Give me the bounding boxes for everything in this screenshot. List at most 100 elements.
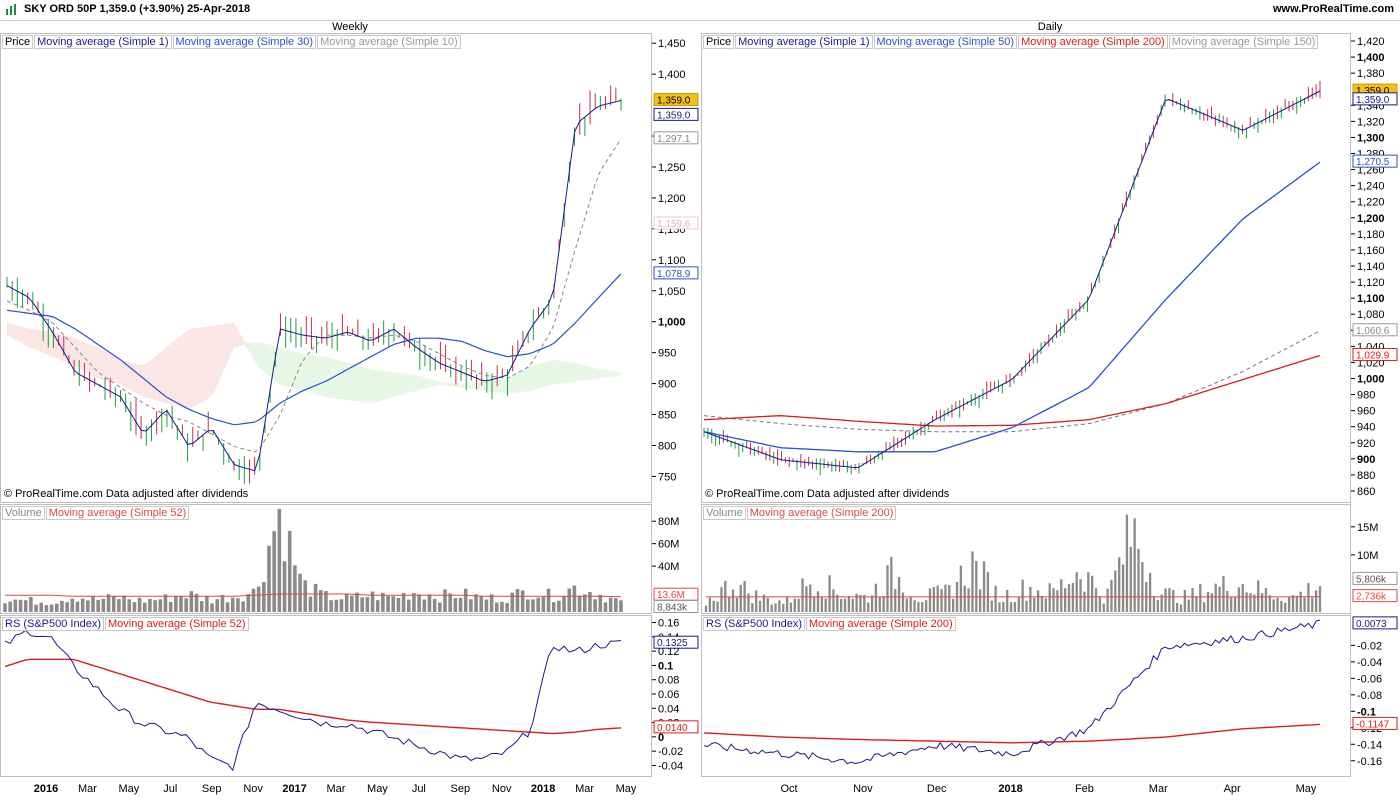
daily-volume-bar (1187, 599, 1190, 612)
legend-rs-ma: Moving average (Simple 52) (105, 617, 249, 631)
cloud-segment (590, 366, 596, 380)
weekly-price-panel[interactable]: Price Moving average (Simple 1) Moving a… (0, 33, 652, 503)
weekly-volume-bar (86, 600, 90, 612)
weekly-volume-bar (246, 594, 251, 612)
cloud-segment (476, 381, 482, 391)
cloud-segment (141, 363, 147, 398)
cloud-segment (74, 337, 80, 369)
cloud-segment (68, 336, 75, 366)
weekly-volume-legend: Volume Moving average (Simple 52) (2, 506, 190, 520)
daily-volume-bar (824, 598, 827, 612)
weekly-x-label: Jul (411, 783, 426, 795)
daily-price-panel[interactable]: Price Moving average (Simple 1) Moving a… (701, 33, 1351, 503)
cloud-segment (53, 332, 59, 360)
weekly-volume-bar (65, 602, 69, 612)
weekly-volume-panel[interactable]: Volume Moving average (Simple 52) (0, 504, 652, 614)
daily-volume-bar (840, 598, 843, 612)
weekly-volume-bar (453, 598, 458, 612)
cloud-segment (440, 381, 446, 386)
daily-volume-bar (816, 591, 820, 612)
y-tick-label: 1,420 (1357, 36, 1385, 48)
cloud-segment (543, 360, 549, 388)
daily-volume-bar (847, 596, 851, 612)
daily-volume-bar (924, 600, 928, 612)
weekly-volume-bar (111, 596, 116, 612)
weekly-x-label: Jul (163, 783, 178, 795)
daily-rs-line (703, 619, 1321, 765)
weekly-volume-bar (531, 599, 535, 612)
weekly-x-label: Nov (491, 783, 512, 795)
daily-volume-bar (1013, 602, 1017, 612)
weekly-volume-bar (324, 591, 328, 612)
weekly-ma30-line (6, 273, 622, 426)
daily-volume-bar (1264, 588, 1268, 612)
daily-volume-bar (894, 589, 897, 612)
daily-volume-bar (971, 551, 974, 612)
y-tick-label: 860 (1357, 486, 1375, 498)
weekly-volume-bar (287, 530, 292, 612)
y-tick-label: 1,180 (1357, 229, 1385, 241)
daily-volume-bar (793, 598, 796, 612)
daily-volume-bar (886, 565, 889, 612)
daily-volume-bar (797, 598, 800, 612)
weekly-ma10-line (6, 138, 622, 453)
daily-volume-bar (1199, 583, 1202, 612)
cloud-segment (203, 326, 209, 402)
cloud-segment (455, 383, 462, 388)
site-url[interactable]: www.ProRealTime.com (1272, 3, 1394, 15)
y-tick-label: -0.04 (658, 760, 683, 772)
weekly-volume-bar (329, 600, 333, 612)
cloud-segment (239, 331, 245, 347)
cloud-segment (528, 365, 534, 392)
daily-volume-bar (770, 604, 773, 612)
daily-x-label: Oct (780, 783, 798, 795)
daily-ma50-line (703, 161, 1321, 453)
daily-volume-bar (762, 594, 766, 612)
daily-volume-bar (843, 598, 847, 612)
weekly-volume-bar (49, 604, 54, 612)
weekly-volume-bar (562, 596, 566, 612)
legend-rs: RS (S&P500 Index) (2, 617, 104, 631)
daily-volume-bar (1175, 602, 1179, 612)
weekly-volume-bar (520, 590, 525, 612)
cloud-segment (564, 361, 570, 384)
weekly-volume-bar (13, 599, 18, 612)
cloud-segment (497, 379, 503, 394)
daily-volume-bar (1060, 579, 1063, 612)
weekly-volume-bar (588, 592, 592, 612)
weekly-volume-bar (210, 603, 214, 612)
daily-volume-panel[interactable]: Volume Moving average (Simple 200) (701, 504, 1351, 614)
cloud-segment (326, 357, 333, 398)
legend-rs: RS (S&P500 Index) (703, 617, 805, 631)
daily-x-label: Dec (926, 783, 947, 795)
daily-volume-bar (747, 593, 750, 612)
weekly-ma1-line (6, 100, 622, 472)
daily-volume-bar (1067, 584, 1071, 612)
legend-volume-ma: Moving average (Simple 200) (746, 506, 897, 520)
weekly-volume-bar (153, 600, 157, 612)
y-tick-label: 1,450 (658, 38, 686, 50)
rs-ma-tag: -0.1147 (1352, 716, 1398, 730)
y-tick-label: -0.02 (1357, 640, 1382, 652)
weekly-volume-bar (582, 594, 587, 612)
daily-volume-bar (805, 586, 808, 612)
daily-volume-bar (809, 584, 812, 612)
weekly-volume-bar (381, 592, 385, 612)
svg-text:1,359.0: 1,359.0 (657, 96, 691, 107)
daily-volume-bar (1249, 593, 1252, 612)
weekly-volume-bar (8, 601, 12, 612)
daily-volume-bar (878, 597, 881, 612)
daily-volume-bar (859, 594, 862, 612)
y-tick-label: 0.16 (658, 618, 679, 630)
weekly-volume-bar (277, 508, 282, 612)
weekly-volume-bar (142, 602, 147, 612)
y-tick-label: 1,220 (1357, 197, 1385, 209)
daily-rs-panel[interactable]: RS (S&P500 Index) Moving average (Simple… (701, 615, 1351, 777)
daily-ma150-line (703, 330, 1321, 433)
y-tick-label: 1,160 (1357, 245, 1385, 257)
weekly-rs-panel[interactable]: RS (S&P500 Index) Moving average (Simple… (0, 615, 652, 777)
svg-text:5,806k: 5,806k (1356, 574, 1387, 585)
daily-volume-bar (940, 589, 943, 612)
cloud-segment (399, 372, 405, 396)
weekly-volume-bar (308, 596, 313, 612)
